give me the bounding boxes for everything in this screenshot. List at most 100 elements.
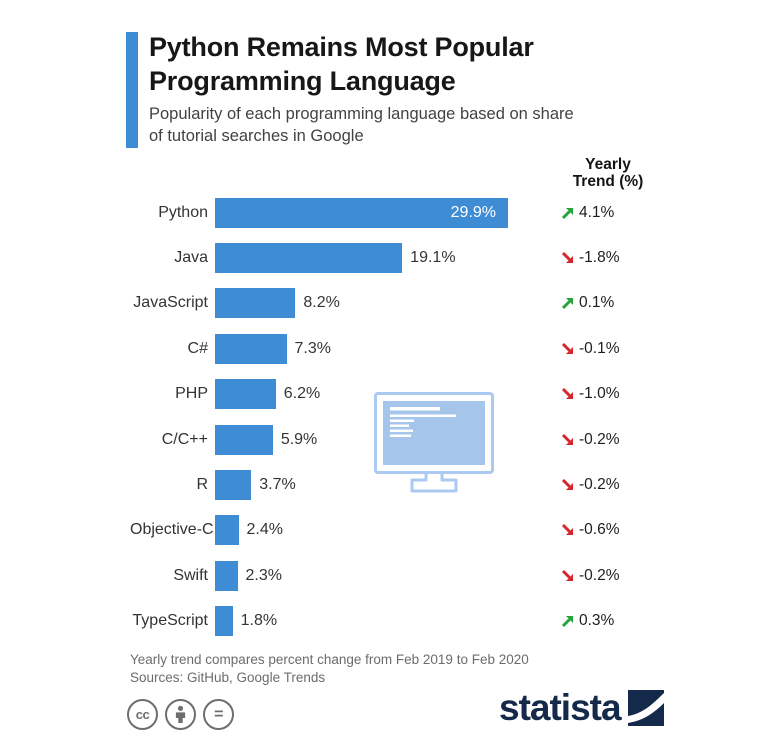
statista-wordmark: statista — [499, 687, 622, 728]
computer-monitor-icon — [374, 392, 494, 493]
bar — [215, 424, 273, 455]
bar — [215, 333, 287, 364]
bar-cell: 1.8% — [215, 599, 550, 644]
bar — [215, 515, 239, 546]
chart-row: TypeScript 1.8% 0.3% — [130, 599, 650, 644]
bar-cell: 6.2% — [215, 372, 550, 417]
title-line-2: Programming Language — [149, 66, 456, 96]
trend-value-label: -1.8% — [579, 249, 620, 267]
category-label: Java — [174, 249, 208, 267]
trend-down-arrow-icon — [561, 478, 573, 491]
bar-value-label: 2.3% — [245, 566, 282, 584]
bar-value-label: 5.9% — [280, 430, 318, 448]
trend-header-line-2: Trend (%) — [572, 173, 644, 190]
chart-row: C/C++ 5.9% -0.2% — [130, 417, 650, 462]
chart-row: JavaScript 8.2% 0.1% — [130, 281, 650, 326]
trend-value: -1.8% — [550, 249, 645, 267]
bar-cell: 2.4% — [215, 508, 550, 553]
license-icons: cc = — [127, 699, 234, 730]
chart-row: Python 29.9% 4.1% — [130, 190, 650, 235]
trend-down-arrow-icon — [561, 524, 573, 536]
statista-logo-mark — [627, 689, 664, 726]
bar — [215, 606, 233, 637]
category-label: TypeScript — [132, 612, 208, 630]
trend-value-label: -0.2% — [579, 476, 620, 494]
statista-logo[interactable]: statista — [499, 689, 664, 726]
trend-down-arrow-icon — [561, 388, 573, 400]
trend-value: -0.6% — [550, 521, 645, 539]
trend-value: 0.1% — [550, 294, 645, 312]
trend-value-label: -0.6% — [579, 521, 620, 539]
trend-value-label: -0.2% — [579, 430, 620, 448]
trend-value: -0.2% — [550, 476, 645, 494]
bar-value-label: 19.1% — [410, 249, 456, 267]
footnote-sources: Sources: GitHub, Google Trends — [130, 669, 326, 685]
trend-down-arrow-icon — [561, 252, 573, 264]
bar-cell: 19.1% — [215, 235, 550, 280]
bar-cell: 5.9% — [215, 417, 550, 462]
trend-value: 0.3% — [550, 612, 645, 630]
title-line-1: Python Remains Most Popular — [149, 32, 534, 62]
trend-header-line-1: Yearly — [585, 156, 631, 173]
trend-value-label: -0.2% — [579, 566, 620, 584]
chart-row: Java 19.1% -1.8% — [130, 235, 650, 280]
bar — [215, 197, 509, 228]
bar — [215, 379, 276, 410]
category-label: Python — [158, 203, 208, 221]
trend-value-label: 0.1% — [579, 294, 615, 312]
trend-up-arrow-icon — [561, 616, 573, 628]
bar-value-label: 6.2% — [283, 385, 321, 403]
trend-down-arrow-icon — [561, 569, 573, 581]
bar-value-label: 29.9% — [450, 203, 497, 221]
subtitle: Popularity of each programming language … — [149, 103, 574, 147]
chart-row: C# 7.3% -0.1% — [130, 326, 650, 371]
person-glyph — [175, 705, 186, 723]
bar — [215, 288, 296, 319]
bar-value-label: 2.4% — [246, 521, 283, 539]
trend-column-header: Yearly Trend (%) — [556, 156, 660, 190]
bar-value-label: 1.8% — [240, 612, 278, 630]
bar-value-label: 7.3% — [294, 339, 331, 357]
trend-value: -0.2% — [550, 567, 645, 585]
trend-value: -1.0% — [550, 385, 645, 403]
bar-value-label: 3.7% — [259, 476, 296, 494]
bar-cell: 8.2% — [215, 281, 550, 326]
trend-up-arrow-icon — [561, 207, 573, 219]
category-label: C# — [187, 339, 208, 357]
title-accent-bar — [126, 32, 138, 148]
bar — [215, 470, 252, 501]
monitor-illustration — [374, 392, 494, 507]
trend-down-arrow-icon — [561, 433, 573, 445]
bar-chart: Python 29.9% 4.1% Java 19.1% -1.8% JavaScript 8… — [130, 190, 650, 644]
no-derivatives-icon[interactable]: = — [203, 699, 234, 730]
chart-row: PHP 6.2% -1.0% — [130, 372, 650, 417]
trend-value-label: 4.1% — [579, 203, 615, 221]
bar-cell: 29.9% — [215, 190, 550, 235]
category-label: PHP — [175, 385, 208, 403]
subtitle-line-2: of tutorial searches in Google — [149, 127, 364, 145]
chart-row: Swift 2.3% -0.2% — [130, 553, 650, 598]
trend-value-label: -1.0% — [579, 385, 620, 403]
bar-cell: 7.3% — [215, 326, 550, 371]
category-label: Swift — [173, 566, 208, 584]
category-label: R — [196, 476, 208, 494]
bar — [215, 560, 238, 591]
bar-value-label: 8.2% — [303, 294, 340, 312]
bar-cell: 3.7% — [215, 462, 550, 507]
bar-cell: 2.3% — [215, 553, 550, 598]
trend-value: -0.2% — [550, 431, 645, 449]
attribution-icon[interactable] — [165, 699, 196, 730]
trend-value: -0.1% — [550, 340, 645, 358]
trend-value: 4.1% — [550, 204, 645, 222]
bar — [215, 243, 403, 274]
subtitle-line-1: Popularity of each programming language … — [149, 105, 574, 123]
trend-value-label: -0.1% — [579, 339, 620, 357]
category-label: C/C++ — [161, 430, 208, 448]
chart-row: R 3.7% -0.2% — [130, 462, 650, 507]
trend-up-arrow-icon — [561, 298, 573, 310]
trend-down-arrow-icon — [561, 342, 573, 354]
page-title: Python Remains Most Popular Programming … — [149, 30, 534, 98]
footnote-trend-note: Yearly trend compares percent change fro… — [130, 652, 529, 667]
creative-commons-icon[interactable]: cc — [127, 699, 158, 730]
